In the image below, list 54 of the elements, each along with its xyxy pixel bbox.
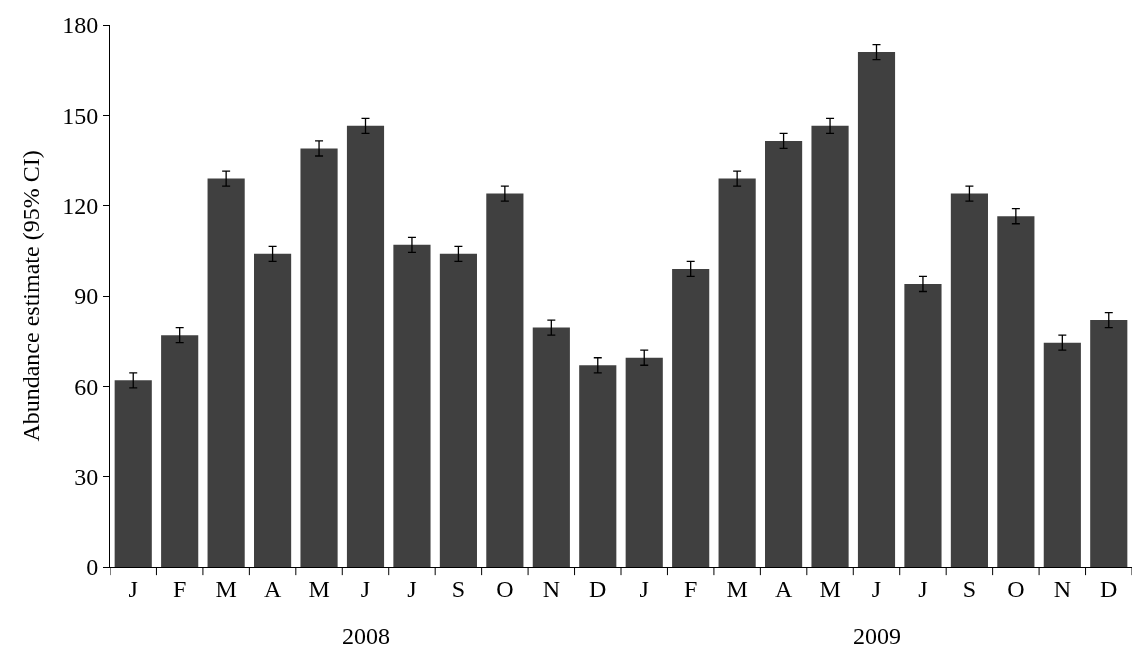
y-tick-label: 30 <box>74 464 99 491</box>
x-tick-label: J <box>639 575 649 602</box>
x-tick-label: M <box>726 575 748 602</box>
y-tick-label: 90 <box>74 283 99 310</box>
y-tick-label: 0 <box>86 554 99 581</box>
bar <box>579 365 617 567</box>
bar <box>300 148 338 567</box>
x-tick-label: F <box>173 575 187 602</box>
x-tick-label: A <box>263 575 282 602</box>
y-tick-label: 60 <box>74 373 99 400</box>
bar <box>114 380 152 567</box>
x-tick-label: M <box>215 575 237 602</box>
x-tick-label: F <box>684 575 698 602</box>
y-tick-label: 180 <box>62 12 99 39</box>
bar <box>811 125 849 567</box>
x-tick-label: D <box>1100 575 1118 602</box>
x-tick-label: A <box>774 575 793 602</box>
x-tick-label: J <box>407 575 417 602</box>
bar <box>346 125 385 567</box>
bar <box>439 253 477 567</box>
x-tick-label: S <box>451 575 466 602</box>
x-tick-label: S <box>962 575 977 602</box>
x-tick-label: M <box>308 575 330 602</box>
bar <box>207 178 245 567</box>
bar <box>765 140 803 567</box>
bar <box>393 244 431 567</box>
bar <box>254 253 292 567</box>
text: 2009 <box>853 623 901 649</box>
y-axis-title: Abundance estimate (95% CI) <box>18 150 45 442</box>
text: 2008 <box>342 623 390 649</box>
y-tick-label: 120 <box>62 193 99 220</box>
bar <box>997 216 1035 567</box>
bar <box>904 283 942 567</box>
bar <box>950 193 988 567</box>
x-tick-label: N <box>1053 575 1071 602</box>
x-tick-label: J <box>360 575 371 602</box>
bar <box>161 335 199 567</box>
bar <box>718 178 756 567</box>
bar <box>1090 320 1128 567</box>
bar <box>672 268 710 567</box>
y-tick-label: 150 <box>62 102 99 129</box>
x-tick-label: N <box>542 575 560 602</box>
x-tick-label: J <box>918 575 928 602</box>
bar <box>532 327 570 567</box>
x-tick-label: J <box>128 575 138 602</box>
x-tick-label: D <box>589 575 607 602</box>
bar <box>625 357 663 567</box>
bar <box>1043 342 1081 567</box>
x-tick-label: M <box>819 575 841 602</box>
x-tick-label: J <box>871 575 882 602</box>
bar <box>486 193 524 567</box>
x-tick-label: O <box>496 575 514 602</box>
x-tick-label: O <box>1007 575 1025 602</box>
bar <box>857 52 896 567</box>
